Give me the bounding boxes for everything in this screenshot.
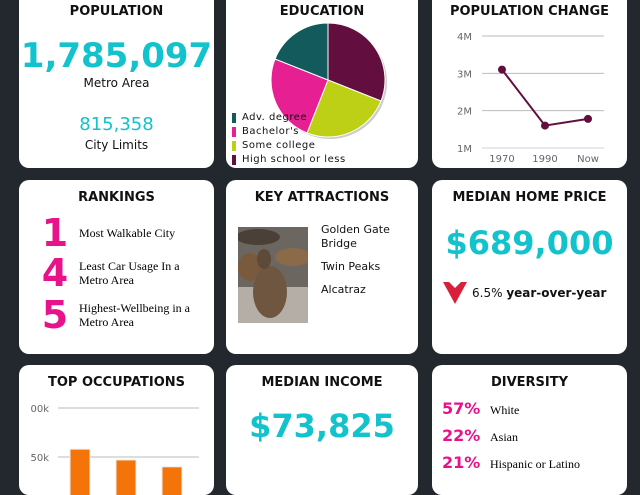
attraction-item: Alcatraz [321,283,366,296]
card-title: MEDIAN HOME PRICE [452,190,607,205]
pie-slice [306,79,382,138]
education-pie-chart [270,22,387,139]
change-label: year-over-year [506,286,607,300]
card-title: EDUCATION [279,4,365,19]
diversity-item: 21% Hispanic or Latino [442,453,580,472]
income-card: MEDIAN INCOME $73,825 [226,365,418,495]
ranking-item: 1 Most Walkable City [37,214,209,252]
attraction-item: Twin Peaks [321,260,381,273]
rank-label: Most Walkable City [79,226,176,240]
card-title: DIVERSITY [490,375,569,390]
occupations-card: TOP OCCUPATIONS 00k 50k [19,365,214,495]
bar [161,466,183,495]
down-arrow-icon [443,282,467,304]
rank-number: 5 [41,293,69,337]
x-tick-label: 1990 [532,154,557,165]
rankings-card: RANKINGS 1 Most Walkable City 4 Least Car … [19,180,214,354]
y-tick-label: 4M [457,32,472,43]
x-tick-label: Now [577,154,599,165]
legend-swatch [232,141,236,151]
home-price-card: MEDIAN HOME PRICE $689,000 6.5% year-ove… [432,180,627,354]
population-card: POPULATION 1,785,097 Metro Area 815,358 … [19,0,214,168]
y-tick-label: 3M [457,69,472,80]
home-price-change: 6.5% year-over-year [472,286,606,300]
home-price-value: $689,000 [445,224,614,262]
diversity-pct: 22% [442,426,481,445]
card-title: MEDIAN INCOME [261,375,383,390]
diversity-label: Hispanic or Latino [490,457,580,471]
data-point [584,114,592,123]
card-title: TOP OCCUPATIONS [47,375,186,390]
card-title: POPULATION [69,4,164,19]
diversity-pct: 57% [442,399,481,418]
legend-label: Adv. degree [242,112,308,123]
attraction-item: Golden Gate Bridge [321,223,390,250]
education-card: EDUCATION Adv. degree Bachelor's Some coll… [226,0,418,168]
legend-item: High school or less [232,153,346,167]
legend-item: Some college [232,139,346,153]
ranking-item: 5 Highest-Wellbeing in a Metro Area [37,296,209,334]
bar [69,448,91,495]
legend-swatch [232,155,236,165]
y-tick-label: 2M [457,107,472,118]
diversity-item: 57% White [442,399,519,418]
city-label: City Limits [84,138,149,152]
legend-label: High school or less [242,154,346,165]
pie-legend: Adv. degree Bachelor's Some college High sc… [232,111,346,167]
y-tick-label: 50k [30,453,49,464]
sea-lion-photo [238,227,308,323]
legend-label: Bachelor's [242,126,299,137]
data-point [541,121,549,130]
legend-item: Bachelor's [232,125,346,139]
rank-number: 1 [41,211,69,255]
data-point [498,65,506,74]
ranking-item: 4 Least Car Usage In a Metro Area [37,254,209,292]
diversity-item: 22% Asian [442,426,518,445]
city-population: 815,358 [79,114,154,135]
diversity-label: Asian [490,430,518,444]
legend-swatch [232,127,236,137]
y-tick-label: 1M [457,144,472,155]
diversity-label: White [490,403,520,417]
diversity-pct: 21% [442,453,481,472]
rank-label: Least Car Usage In a Metro Area [79,259,180,287]
metro-label: Metro Area [83,76,150,90]
x-tick-label: 1970 [489,154,514,165]
pie-slice [270,58,329,134]
change-percent: 6.5% [472,286,503,300]
occupations-bar-chart: 00k 50k [30,404,199,495]
series-line [501,68,589,127]
population-change-card: POPULATION CHANGE 1M 2M 3M 4M 1970 1990 Now [432,0,627,168]
diversity-card: DIVERSITY 57% White 22% Asian 21% Hispanic … [432,365,627,495]
y-tick-label: 00k [30,404,49,415]
card-title: KEY ATTRACTIONS [254,190,390,205]
attractions-card: KEY ATTRACTIONS Golden Gate Bridge Twin … [226,180,418,354]
rank-number: 4 [41,251,69,295]
income-value: $73,825 [249,407,395,445]
legend-swatch [232,113,236,123]
rank-label: Highest-Wellbeing in a Metro Area [79,301,191,329]
metro-population: 1,785,097 [20,36,213,76]
card-title: POPULATION CHANGE [449,4,610,19]
population-line-chart: 1M 2M 3M 4M 1970 1990 Now [457,32,604,165]
legend-item: Adv. degree [232,111,346,125]
card-title: RANKINGS [78,190,155,205]
legend-label: Some college [242,140,316,151]
pie-slice [327,22,386,102]
bar [115,459,137,495]
pie-slice [274,22,329,81]
